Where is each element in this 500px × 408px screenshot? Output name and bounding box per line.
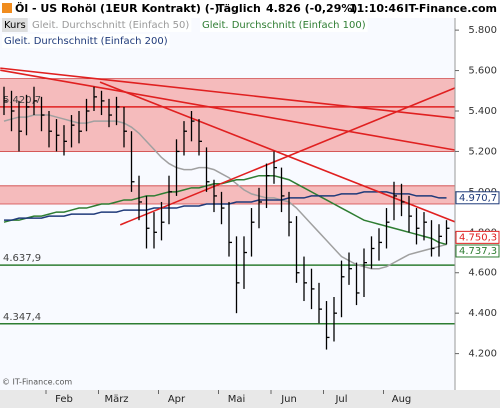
price-tag-label: 4.737,3 <box>459 246 497 257</box>
title: Öl - US Rohöl (1EUR Kontrakt) (-) <box>15 1 219 15</box>
y-tick-label: 4.600 <box>468 268 497 279</box>
x-tick-label: Feb <box>55 394 73 405</box>
x-tick-label: Aug <box>392 394 412 405</box>
legend-entry: Gleit. Durchschnitt (Einfach 200) <box>4 36 168 47</box>
x-tick-label: Jul <box>334 394 347 405</box>
price-tag <box>455 191 500 205</box>
trend-line <box>0 67 455 119</box>
price-tag <box>455 244 500 258</box>
moving-average <box>3 174 447 246</box>
y-tick-label: 5.400 <box>468 106 497 117</box>
trend-line <box>0 69 455 151</box>
x-tick-label: Jun <box>280 394 297 405</box>
price-tag <box>455 230 500 244</box>
y-tick-label: 5.800 <box>468 25 497 36</box>
last-price: 4.826 (-0,29%) <box>266 2 357 15</box>
y-tick-label: 4.200 <box>468 349 497 360</box>
support-label: 4.637,9 <box>3 253 41 264</box>
y-tick-label: 4.400 <box>468 308 497 319</box>
support-label: 4.347,4 <box>3 312 41 323</box>
period: Täglich <box>217 2 261 15</box>
y-tick-label: 5.200 <box>468 146 497 157</box>
legend-box <box>2 18 28 32</box>
trend-line <box>119 87 456 226</box>
x-tick-label: Mai <box>228 394 246 405</box>
x-tick-label: März <box>104 394 128 405</box>
y-tick-label: 5.600 <box>468 66 497 77</box>
resistance-band <box>0 185 455 204</box>
legend-box <box>2 34 170 48</box>
logo-icon <box>2 3 12 13</box>
time: 11:10:46 <box>349 2 404 15</box>
trend-line <box>99 81 456 223</box>
legend-box <box>30 18 192 32</box>
legend-box <box>200 18 368 32</box>
x-tick-label: Apr <box>168 394 186 405</box>
moving-average <box>4 191 447 221</box>
x-axis-bg <box>0 390 500 408</box>
legend-entry: Kurs <box>4 20 26 31</box>
resistance-band <box>0 78 455 152</box>
price-tag-label: 4.970,7 <box>459 193 497 204</box>
copyright: © IT-Finance.com <box>2 378 72 387</box>
price-tag-label: 4.750,3 <box>459 232 497 243</box>
plot-layer: 5.420,7 4.637,9 4.347,4 <box>0 67 456 350</box>
header-bg <box>0 0 500 18</box>
legend-entry: Gleit. Durchschnitt (Einfach 50) <box>32 20 189 31</box>
support-label: 5.420,7 <box>3 95 41 106</box>
moving-average <box>3 114 447 270</box>
legend-entry: Gleit. Durchschnitt (Einfach 100) <box>202 20 366 31</box>
source: IT-Finance.com <box>404 2 497 15</box>
